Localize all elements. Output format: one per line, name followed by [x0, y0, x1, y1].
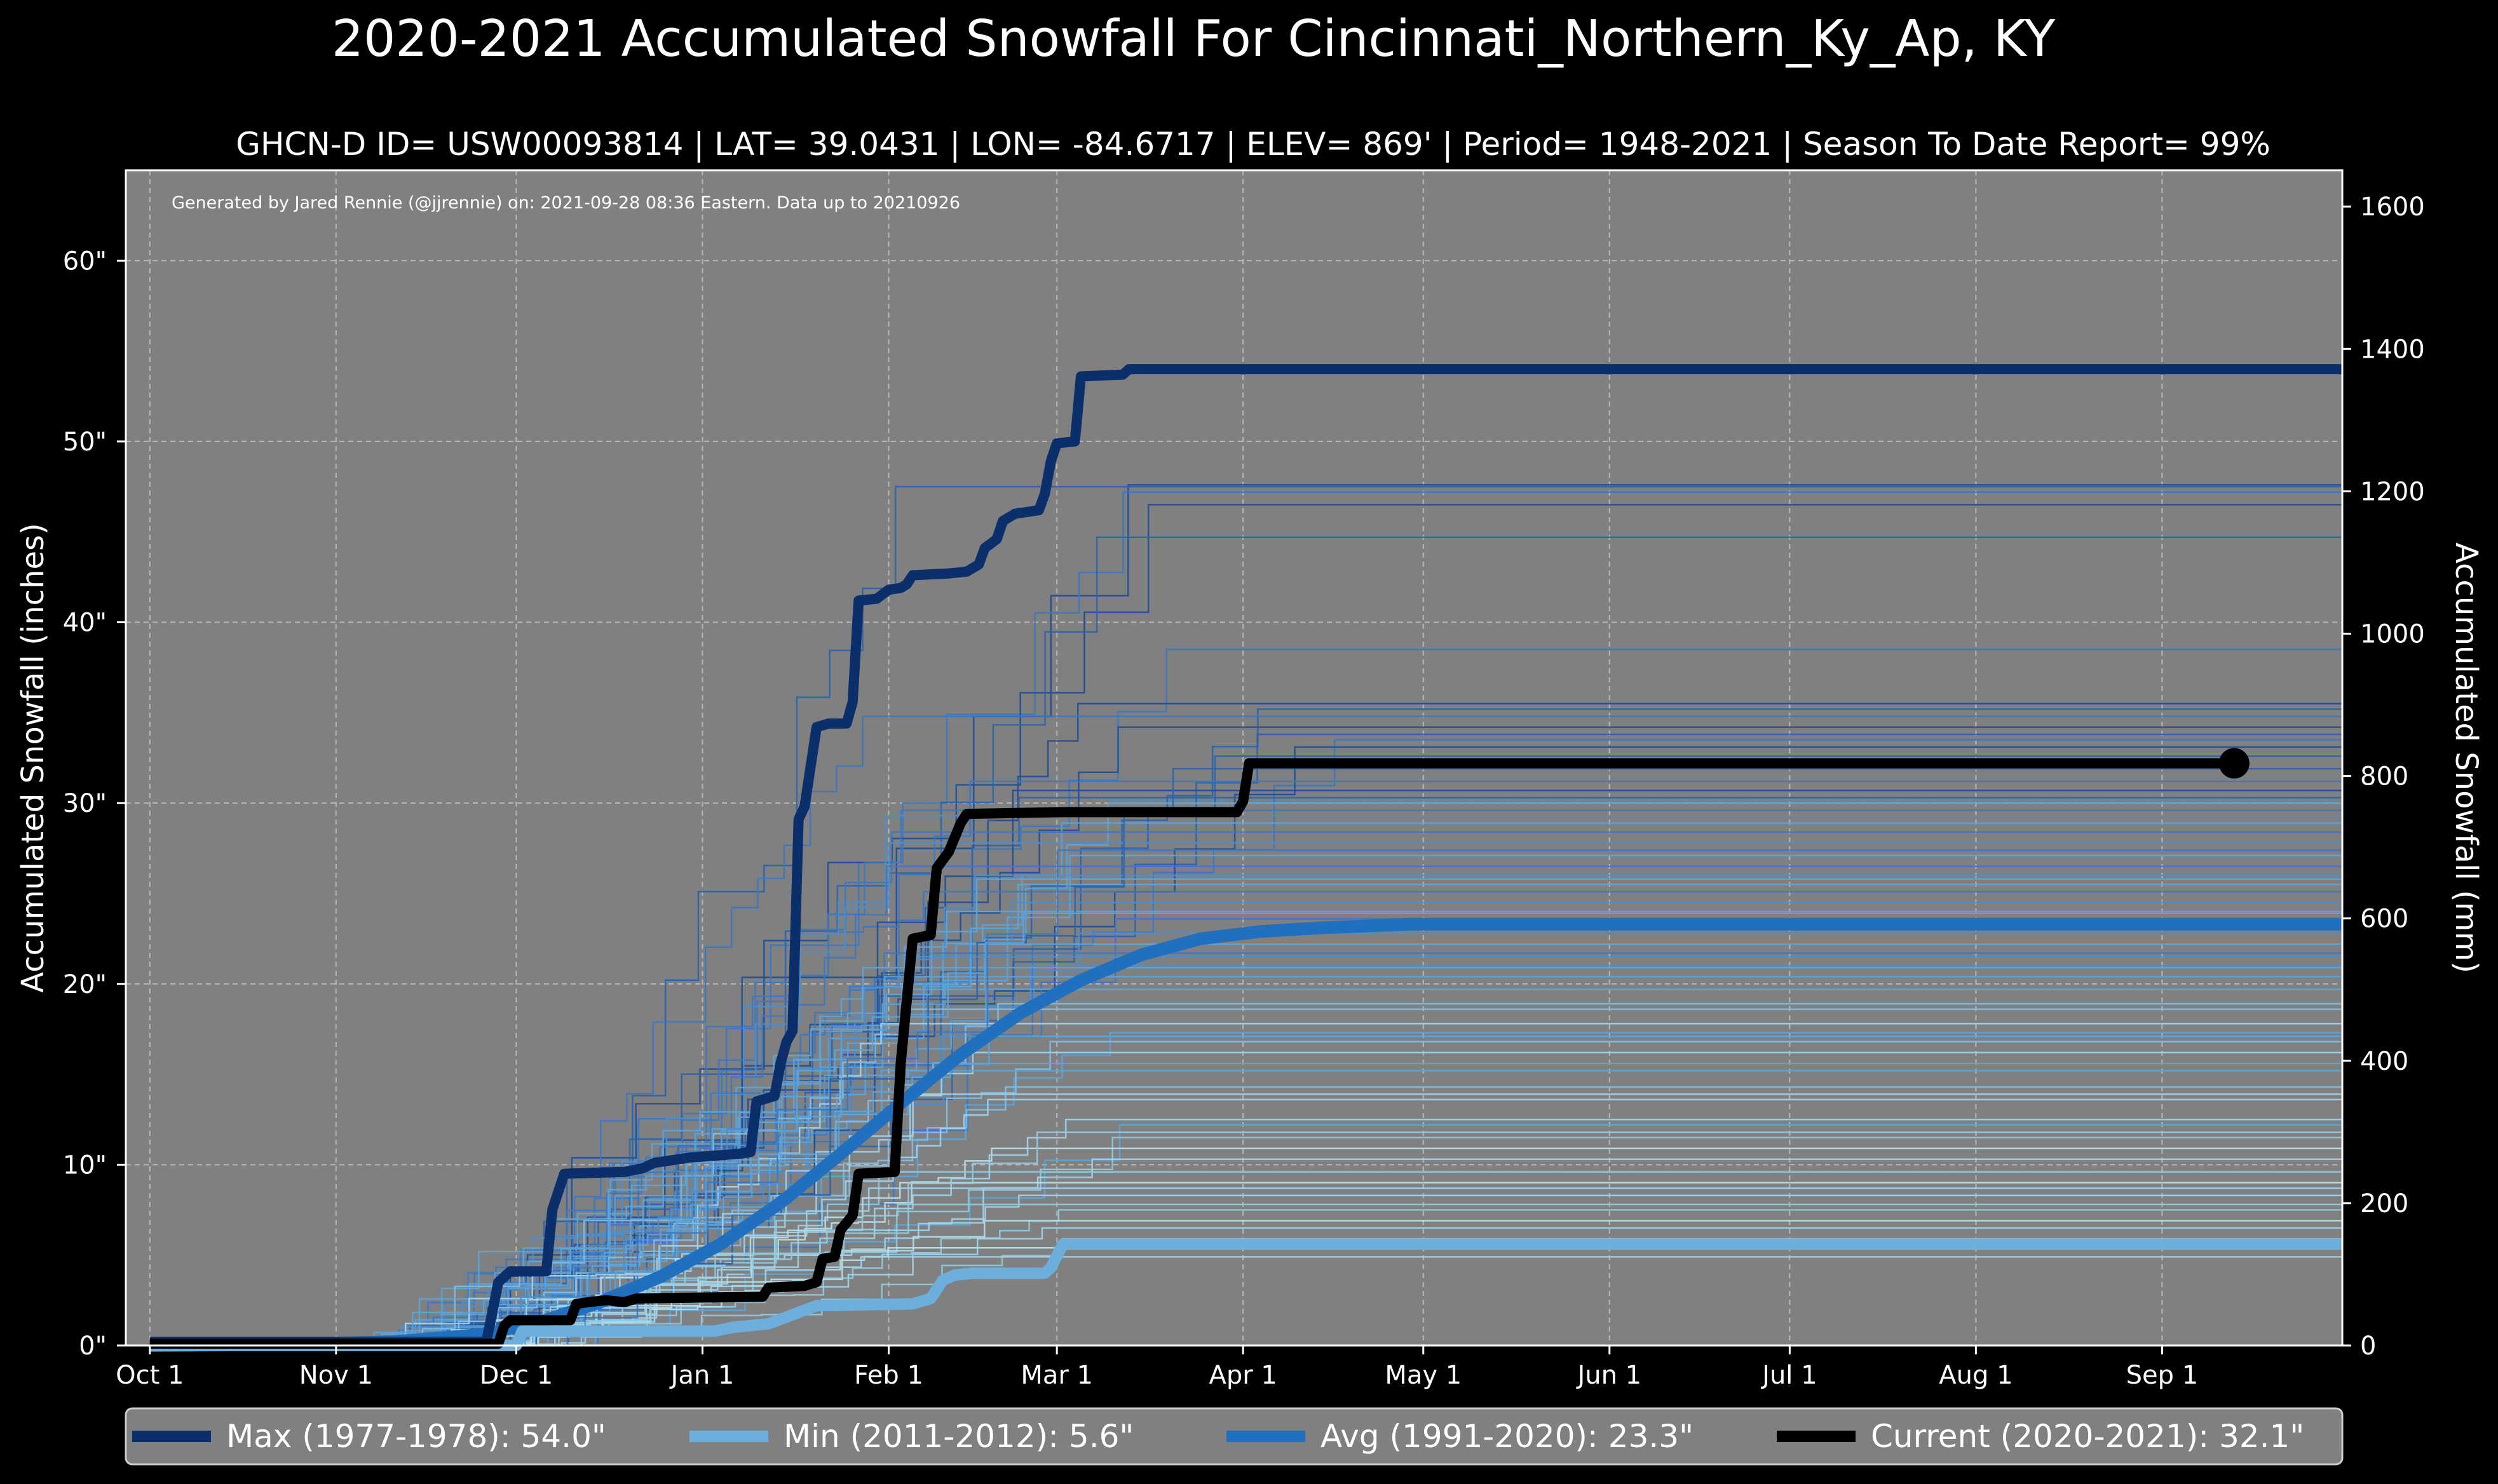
y-tick-label-right: 400	[2360, 1047, 2408, 1076]
legend-label: Max (1977-1978): 54.0"	[226, 1418, 606, 1455]
historical-season-line	[149, 901, 2342, 1347]
current-end-marker	[2218, 748, 2250, 779]
historical-season-line	[149, 955, 2342, 1347]
historical-season-line	[149, 648, 2342, 1347]
x-tick-label: May 1	[1385, 1361, 1462, 1390]
historical-season-line	[149, 1035, 2342, 1347]
x-tick-label: Oct 1	[116, 1361, 184, 1390]
y-tick-label-right: 200	[2360, 1189, 2408, 1218]
series-line-current	[149, 758, 2234, 1349]
historical-season-line	[149, 485, 2342, 1347]
historical-season-line	[149, 491, 2342, 1347]
x-tick-label: Jan 1	[669, 1361, 735, 1390]
series-line-min	[149, 1238, 2342, 1351]
axes: Oct 1 Nov 1 Dec 1 Jan 1 Feb 1 Mar 1 Apr 1 May 1…	[63, 192, 2425, 1390]
y-axis-label-right: Accumulated Snowfall (mm)	[2448, 543, 2484, 973]
y-tick-label-left: 20"	[63, 970, 107, 999]
legend: Max (1977-1978): 54.0" Min (2011-2012): 5…	[125, 1407, 2344, 1466]
y-tick-label-left: 30"	[63, 789, 107, 818]
y-tick-label-right: 1400	[2360, 335, 2425, 364]
series-line-max	[149, 364, 2342, 1347]
y-tick-label-right: 1600	[2360, 192, 2425, 222]
x-tick-label: Feb 1	[854, 1361, 923, 1390]
highlight-series	[149, 364, 2342, 1352]
legend-label: Current (2020-2021): 32.1"	[1871, 1418, 2304, 1455]
legend-label: Min (2011-2012): 5.6"	[784, 1418, 1134, 1455]
chart-title: 2020-2021 Accumulated Snowfall For Cinci…	[332, 10, 2056, 68]
x-tick-label: Mar 1	[1021, 1361, 1093, 1390]
x-tick-label: Aug 1	[1939, 1361, 2013, 1390]
historical-season-line	[149, 802, 2342, 1347]
historical-season-line	[149, 814, 2342, 1347]
historical-season-line	[149, 1008, 2342, 1347]
y-tick-label-right: 800	[2360, 762, 2408, 792]
y-tick-label-left: 0"	[79, 1332, 107, 1361]
legend-label: Avg (1991-2020): 23.3"	[1320, 1418, 1694, 1455]
chart-subtitle: GHCN-D ID= USW00093814 | LAT= 39.0431 | …	[236, 126, 2271, 163]
historical-season-line	[149, 952, 2342, 1347]
x-tick-label: Jun 1	[1575, 1361, 1641, 1390]
credit-text: Generated by Jared Rennie (@jjrennie) on…	[172, 193, 960, 213]
y-tick-label-left: 60"	[63, 246, 107, 276]
y-tick-label-right: 0	[2360, 1332, 2376, 1361]
x-tick-label: Dec 1	[480, 1361, 553, 1390]
y-tick-label-left: 40"	[63, 609, 107, 638]
y-tick-label-left: 50"	[63, 428, 107, 457]
x-tick-label: Sep 1	[2126, 1361, 2199, 1390]
y-axis-label-left: Accumulated Snowfall (inches)	[15, 523, 51, 993]
y-tick-label-right: 1000	[2360, 619, 2425, 649]
historical-season-line	[149, 912, 2342, 1347]
x-tick-label: Apr 1	[1209, 1361, 1277, 1390]
y-tick-label-right: 1200	[2360, 477, 2425, 506]
y-tick-label-left: 10"	[63, 1150, 107, 1180]
x-tick-label: Nov 1	[299, 1361, 373, 1390]
historical-season-line	[149, 1238, 2342, 1347]
x-tick-label: Jul 1	[1760, 1361, 1817, 1390]
y-tick-label-right: 600	[2360, 905, 2408, 934]
plot-area	[125, 169, 2344, 1347]
